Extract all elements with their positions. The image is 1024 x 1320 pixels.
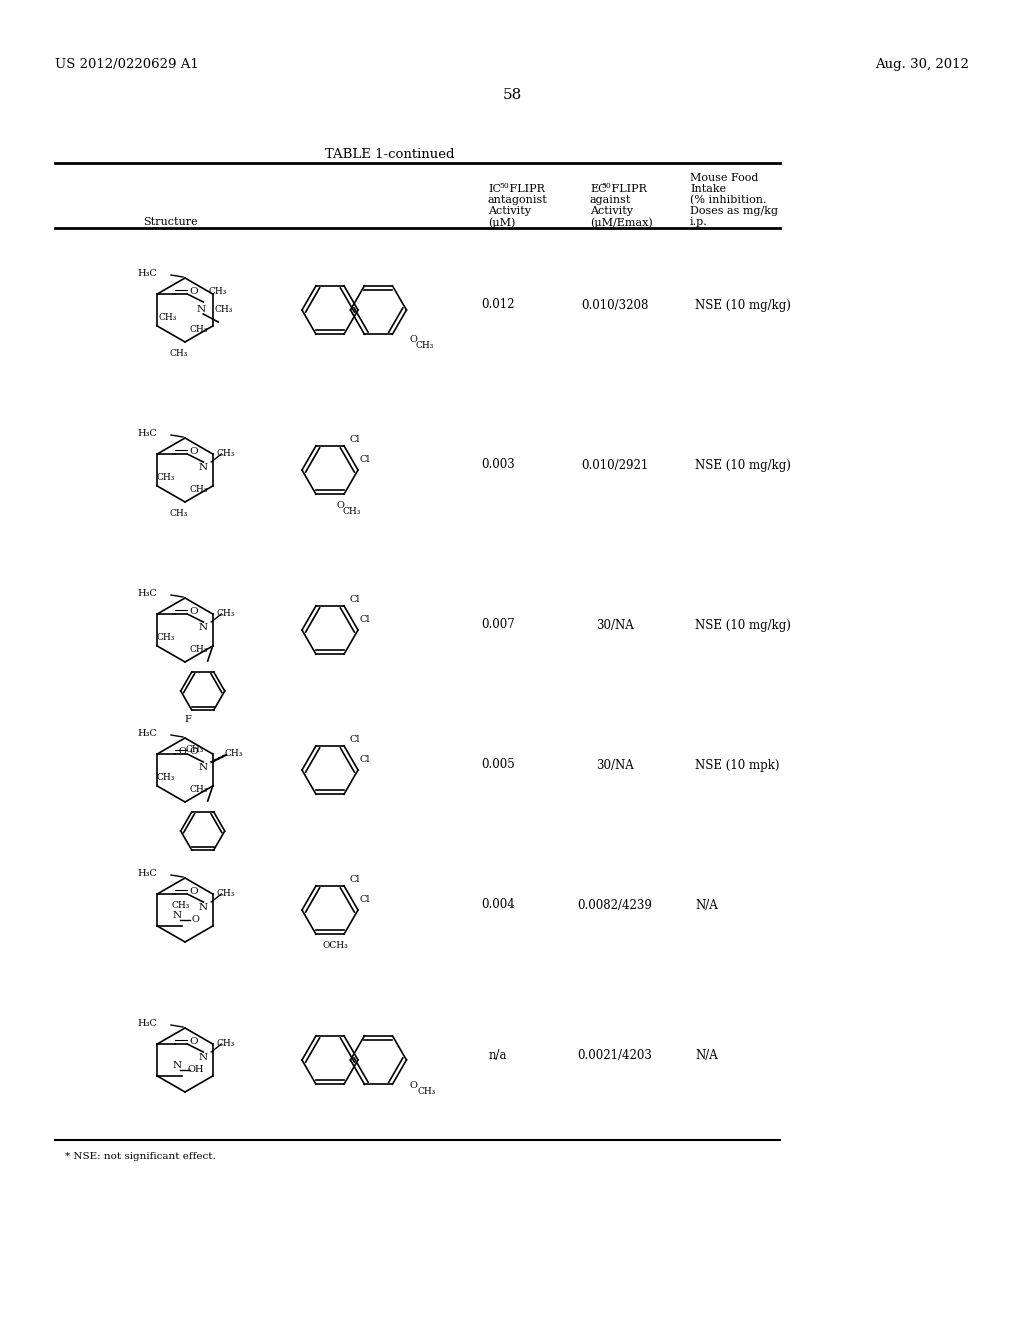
Text: Cl: Cl (350, 595, 360, 605)
Text: N: N (197, 305, 206, 314)
Text: CH₃: CH₃ (158, 314, 176, 322)
Text: 50: 50 (601, 182, 610, 190)
Text: TABLE 1-continued: TABLE 1-continued (326, 148, 455, 161)
Text: Activity: Activity (488, 206, 531, 216)
Text: N: N (199, 623, 208, 632)
Text: CH₃: CH₃ (156, 774, 174, 783)
Text: CH₃: CH₃ (185, 744, 204, 754)
Text: O: O (191, 916, 200, 924)
Text: CH₃: CH₃ (224, 750, 243, 759)
Text: Cl: Cl (350, 735, 360, 744)
Text: N: N (199, 763, 208, 772)
Text: Cl: Cl (359, 895, 371, 904)
Text: CH₃: CH₃ (190, 645, 208, 655)
Text: FLIPR: FLIPR (506, 183, 545, 194)
Text: IC: IC (488, 183, 501, 194)
Text: 0.005: 0.005 (481, 759, 515, 771)
Text: N: N (199, 1053, 208, 1063)
Text: Structure: Structure (142, 216, 198, 227)
Text: H₃C: H₃C (137, 729, 157, 738)
Text: CH₃: CH₃ (171, 902, 189, 911)
Text: * NSE: not significant effect.: * NSE: not significant effect. (65, 1152, 216, 1162)
Text: CH₃: CH₃ (156, 474, 174, 483)
Text: CH₃: CH₃ (156, 634, 174, 643)
Text: CH₃: CH₃ (190, 486, 208, 495)
Text: F: F (184, 714, 191, 723)
Text: (μM): (μM) (488, 216, 515, 227)
Text: CH₃: CH₃ (216, 610, 234, 619)
Text: 0.004: 0.004 (481, 899, 515, 912)
Text: H₃C: H₃C (137, 429, 157, 437)
Text: Cl: Cl (350, 436, 360, 445)
Text: OH: OH (187, 1065, 204, 1074)
Text: 0.010/3208: 0.010/3208 (582, 298, 648, 312)
Text: O: O (189, 747, 198, 755)
Text: N: N (173, 912, 182, 920)
Text: CH₃: CH₃ (343, 507, 361, 516)
Text: Cl: Cl (359, 455, 371, 465)
Text: 0.007: 0.007 (481, 619, 515, 631)
Text: Aug. 30, 2012: Aug. 30, 2012 (876, 58, 969, 71)
Text: 0.010/2921: 0.010/2921 (582, 458, 648, 471)
Text: N: N (199, 903, 208, 912)
Text: N/A: N/A (695, 1048, 718, 1061)
Text: H₃C: H₃C (137, 589, 157, 598)
Text: O: O (179, 747, 186, 756)
Text: N: N (199, 463, 208, 473)
Text: Mouse Food: Mouse Food (690, 173, 759, 183)
Text: (% inhibition.: (% inhibition. (690, 195, 767, 206)
Text: NSE (10 mg/kg): NSE (10 mg/kg) (695, 619, 791, 631)
Text: 58: 58 (503, 88, 521, 102)
Text: antagonist: antagonist (488, 195, 548, 205)
Text: against: against (590, 195, 632, 205)
Text: 0.003: 0.003 (481, 458, 515, 471)
Text: Intake: Intake (690, 183, 726, 194)
Text: O: O (410, 335, 418, 345)
Text: CH₃: CH₃ (216, 1040, 234, 1048)
Text: i.p.: i.p. (690, 216, 708, 227)
Text: O: O (189, 606, 198, 615)
Text: NSE (10 mg/kg): NSE (10 mg/kg) (695, 458, 791, 471)
Text: n/a: n/a (488, 1048, 507, 1061)
Text: 0.012: 0.012 (481, 298, 515, 312)
Text: 0.0021/4203: 0.0021/4203 (578, 1048, 652, 1061)
Text: CH₃: CH₃ (216, 450, 234, 458)
Text: O: O (336, 500, 344, 510)
Text: 30/NA: 30/NA (596, 619, 634, 631)
Text: O: O (189, 286, 198, 296)
Text: NSE (10 mpk): NSE (10 mpk) (695, 759, 779, 771)
Text: N: N (173, 1061, 182, 1071)
Text: Doses as mg/kg: Doses as mg/kg (690, 206, 778, 216)
Text: CH₃: CH₃ (170, 510, 188, 519)
Text: CH₃: CH₃ (216, 890, 234, 899)
Text: 0.0082/4239: 0.0082/4239 (578, 899, 652, 912)
Text: CH₃: CH₃ (190, 326, 208, 334)
Text: (μM/Emax): (μM/Emax) (590, 216, 652, 227)
Text: H₃C: H₃C (137, 268, 157, 277)
Text: NSE (10 mg/kg): NSE (10 mg/kg) (695, 298, 791, 312)
Text: CH₃: CH₃ (208, 288, 226, 297)
Text: Cl: Cl (359, 755, 371, 764)
Text: OCH₃: OCH₃ (323, 940, 348, 949)
Text: O: O (189, 1036, 198, 1045)
Text: O: O (189, 887, 198, 895)
Text: Cl: Cl (350, 875, 360, 884)
Text: CH₃: CH₃ (417, 1088, 435, 1097)
Text: 50: 50 (499, 182, 509, 190)
Text: CH₃: CH₃ (416, 341, 433, 350)
Text: Cl: Cl (359, 615, 371, 624)
Text: Activity: Activity (590, 206, 633, 216)
Text: CH₃: CH₃ (214, 305, 232, 314)
Text: H₃C: H₃C (137, 869, 157, 878)
Text: US 2012/0220629 A1: US 2012/0220629 A1 (55, 58, 199, 71)
Text: H₃C: H₃C (137, 1019, 157, 1027)
Text: O: O (189, 446, 198, 455)
Text: N/A: N/A (695, 899, 718, 912)
Text: O: O (410, 1081, 418, 1089)
Text: EC: EC (590, 183, 606, 194)
Text: CH₃: CH₃ (190, 785, 208, 795)
Text: CH₃: CH₃ (170, 350, 188, 359)
Text: FLIPR: FLIPR (608, 183, 647, 194)
Text: 30/NA: 30/NA (596, 759, 634, 771)
